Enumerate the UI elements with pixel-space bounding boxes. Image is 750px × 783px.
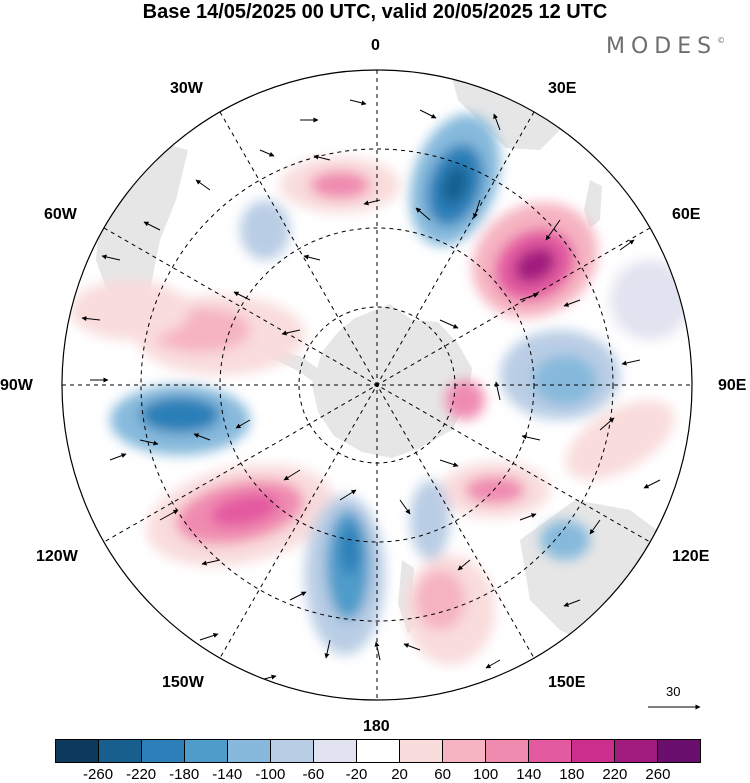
colorbar-tick-label: 140 [516,766,542,783]
colorbar-tick-label: 100 [473,766,499,783]
lon-label-150w: 150W [162,674,204,691]
brand-mark: © [717,36,726,45]
colorbar-swatch [572,740,615,762]
colorbar-tick-label: -180 [169,766,200,783]
colorbar-swatch [529,740,572,762]
chart-title: Base 14/05/2025 00 UTC, valid 20/05/2025… [142,1,608,23]
lon-label-120e: 120E [672,548,710,565]
modes-logo: MODES© [606,34,725,59]
colorbar-tick-label: -260 [83,766,114,783]
colorbar-tick-label: 260 [645,766,671,783]
wind-vectors [81,99,661,681]
colorbar-swatch [314,740,357,762]
colorbar-tick-label: 180 [559,766,585,783]
colorbar-swatch [443,740,486,762]
colorbar-swatch [400,740,443,762]
lon-label-150e: 150E [548,674,586,691]
reference-vector-label: 30 [666,684,681,699]
lon-label-60w: 60W [44,206,77,223]
lon-label-180: 180 [363,718,390,735]
colorbar-tick-label: -100 [255,766,286,783]
colorbar-tick-label: -60 [302,766,325,783]
colorbar-swatch [357,740,400,762]
colorbar-swatch [658,740,700,762]
colorbar-swatch [615,740,658,762]
colorbar-tick-label: 60 [434,766,451,783]
colorbar-swatch [99,740,142,762]
colorbar-ticks: -260 -220 -180 -140 -100 -60 -20 20 60 100 140 180 2… [0,764,750,783]
colorbar-tick-label: 220 [602,766,628,783]
lon-label-30e: 30E [548,80,577,97]
madagascar-land [584,180,602,228]
colorbar [55,739,701,763]
colorbar-swatch [271,740,314,762]
colorbar-tick-label: -20 [345,766,368,783]
lon-label-60e: 60E [672,206,701,223]
brand-text: MODES [606,34,718,59]
lon-label-90e: 90E [718,377,747,394]
colorbar-tick-label: 20 [391,766,408,783]
colorbar-tick-label: -220 [126,766,157,783]
colorbar-swatch [142,740,185,762]
lon-label-30w: 30W [170,80,203,97]
colorbar-swatch [185,740,228,762]
map-disc [62,70,692,700]
colorbar-swatch [486,740,529,762]
lon-label-120w: 120W [36,548,78,565]
lon-label-90w: 90W [0,377,33,394]
colorbar-swatch [228,740,271,762]
map-border [61,69,693,701]
colorbar-tick-label: -140 [212,766,243,783]
lon-label-0: 0 [371,37,380,54]
colorbar-swatch [56,740,99,762]
anomaly-shading [70,114,690,665]
south-pole-marker [375,383,379,387]
